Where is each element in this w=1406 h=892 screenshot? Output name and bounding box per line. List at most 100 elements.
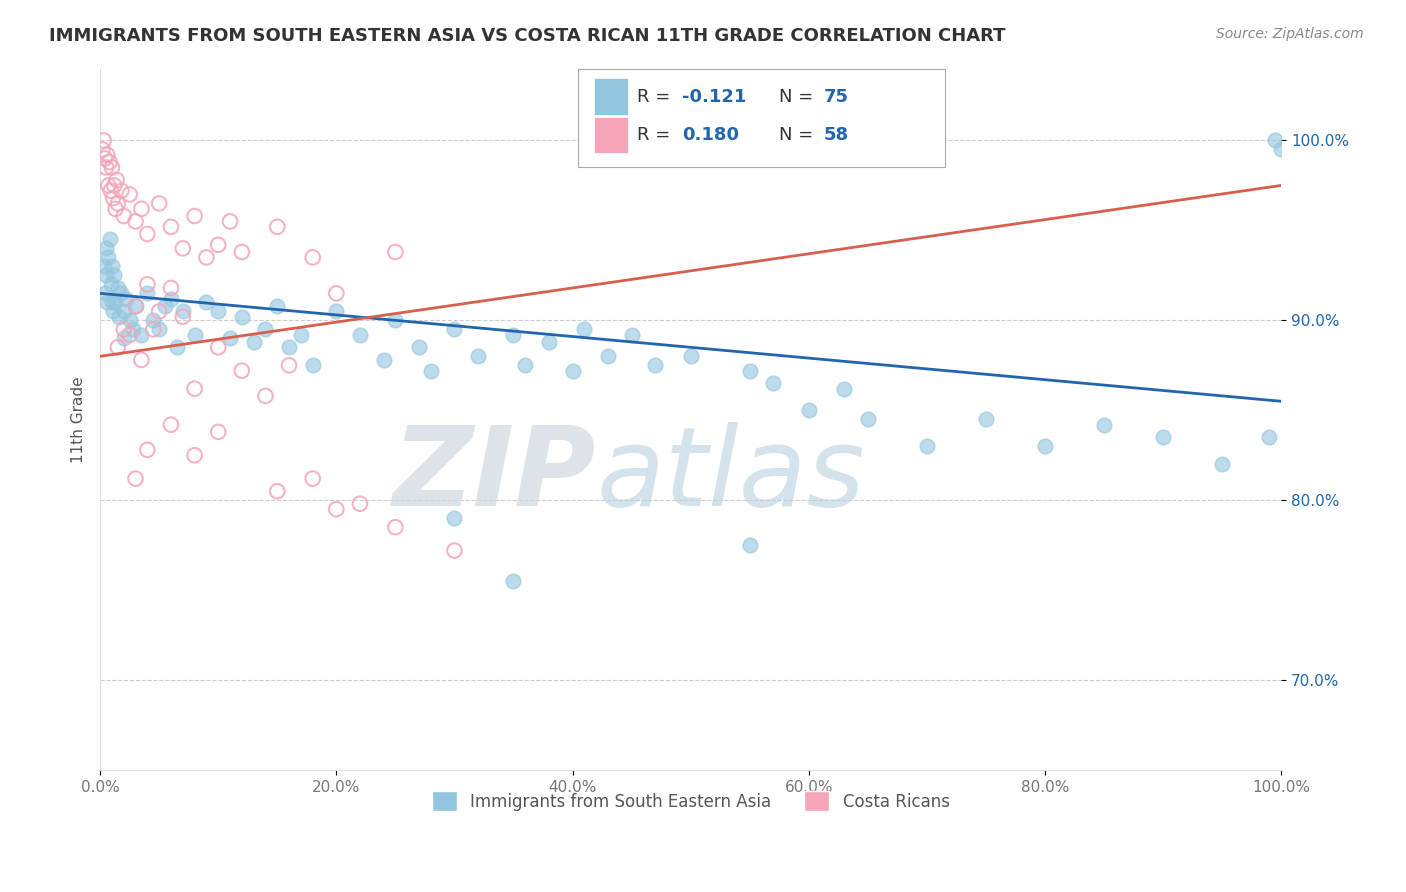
Point xyxy=(195,251,218,265)
Point xyxy=(266,484,288,499)
Point xyxy=(136,442,159,457)
Point xyxy=(160,292,183,306)
Point xyxy=(110,286,132,301)
Text: R =: R = xyxy=(637,87,676,105)
Point xyxy=(207,304,229,318)
Point xyxy=(254,322,277,336)
Text: -0.121: -0.121 xyxy=(682,87,747,105)
Point xyxy=(93,260,115,274)
Point xyxy=(207,340,229,354)
Point xyxy=(131,352,153,367)
Point xyxy=(219,331,242,345)
Point xyxy=(856,412,879,426)
Point xyxy=(278,340,301,354)
Point xyxy=(104,202,127,216)
Point xyxy=(1152,430,1174,444)
Text: 75: 75 xyxy=(824,87,849,105)
Point xyxy=(762,376,785,391)
Point xyxy=(231,310,253,324)
Point xyxy=(231,364,253,378)
Point xyxy=(242,334,264,349)
Point xyxy=(797,403,820,417)
Point xyxy=(112,304,135,318)
Point xyxy=(832,382,855,396)
Point xyxy=(100,277,122,292)
Point xyxy=(419,364,441,378)
Point xyxy=(118,313,141,327)
Point xyxy=(91,143,114,157)
Point xyxy=(620,327,643,342)
Point xyxy=(278,359,301,373)
Point xyxy=(349,497,371,511)
Text: Source: ZipAtlas.com: Source: ZipAtlas.com xyxy=(1216,27,1364,41)
Point xyxy=(110,184,132,198)
Point xyxy=(408,340,430,354)
Point xyxy=(98,155,121,169)
Text: atlas: atlas xyxy=(596,422,865,529)
Point xyxy=(384,520,406,534)
Point xyxy=(301,359,323,373)
Point xyxy=(349,327,371,342)
Legend: Immigrants from South Eastern Asia, Costa Ricans: Immigrants from South Eastern Asia, Cost… xyxy=(418,778,963,825)
Point xyxy=(738,364,761,378)
Point xyxy=(124,299,146,313)
Point xyxy=(115,292,138,306)
Point xyxy=(183,448,205,462)
Point xyxy=(183,382,205,396)
Text: R =: R = xyxy=(637,126,676,145)
Point xyxy=(136,227,159,241)
Point xyxy=(104,295,127,310)
Point xyxy=(148,304,170,318)
Point xyxy=(1092,417,1115,432)
FancyBboxPatch shape xyxy=(593,78,628,115)
Point xyxy=(172,304,194,318)
Point xyxy=(118,187,141,202)
Point xyxy=(100,184,122,198)
Point xyxy=(101,161,124,175)
Point xyxy=(124,299,146,313)
Point xyxy=(94,286,117,301)
Point xyxy=(97,178,120,193)
Point xyxy=(122,322,145,336)
Point xyxy=(443,322,465,336)
Point xyxy=(101,260,124,274)
Point xyxy=(515,359,537,373)
Point xyxy=(142,313,165,327)
Point xyxy=(254,389,277,403)
Point xyxy=(124,214,146,228)
Point xyxy=(467,349,489,363)
Text: 58: 58 xyxy=(824,126,849,145)
Point xyxy=(290,327,312,342)
Point xyxy=(148,322,170,336)
Point xyxy=(502,574,524,589)
Point xyxy=(101,304,124,318)
Point xyxy=(98,232,121,246)
Point xyxy=(107,340,129,354)
Point xyxy=(118,327,141,342)
Point xyxy=(96,148,118,162)
Text: N =: N = xyxy=(779,87,820,105)
Point xyxy=(561,364,583,378)
Point xyxy=(596,349,619,363)
Point xyxy=(219,214,242,228)
Point xyxy=(172,241,194,255)
Point xyxy=(107,281,129,295)
Y-axis label: 11th Grade: 11th Grade xyxy=(72,376,86,463)
Point xyxy=(644,359,666,373)
Point xyxy=(443,543,465,558)
Point xyxy=(1258,430,1281,444)
Text: N =: N = xyxy=(779,126,820,145)
Point xyxy=(94,152,117,166)
Point xyxy=(207,425,229,439)
Point xyxy=(679,349,702,363)
Point xyxy=(166,340,188,354)
Point xyxy=(373,352,395,367)
Text: ZIP: ZIP xyxy=(392,422,596,529)
Point xyxy=(160,417,183,432)
Point xyxy=(1033,439,1056,453)
FancyBboxPatch shape xyxy=(593,117,628,153)
Point xyxy=(136,277,159,292)
Point xyxy=(574,322,596,336)
Point xyxy=(131,327,153,342)
Text: 0.180: 0.180 xyxy=(682,126,740,145)
